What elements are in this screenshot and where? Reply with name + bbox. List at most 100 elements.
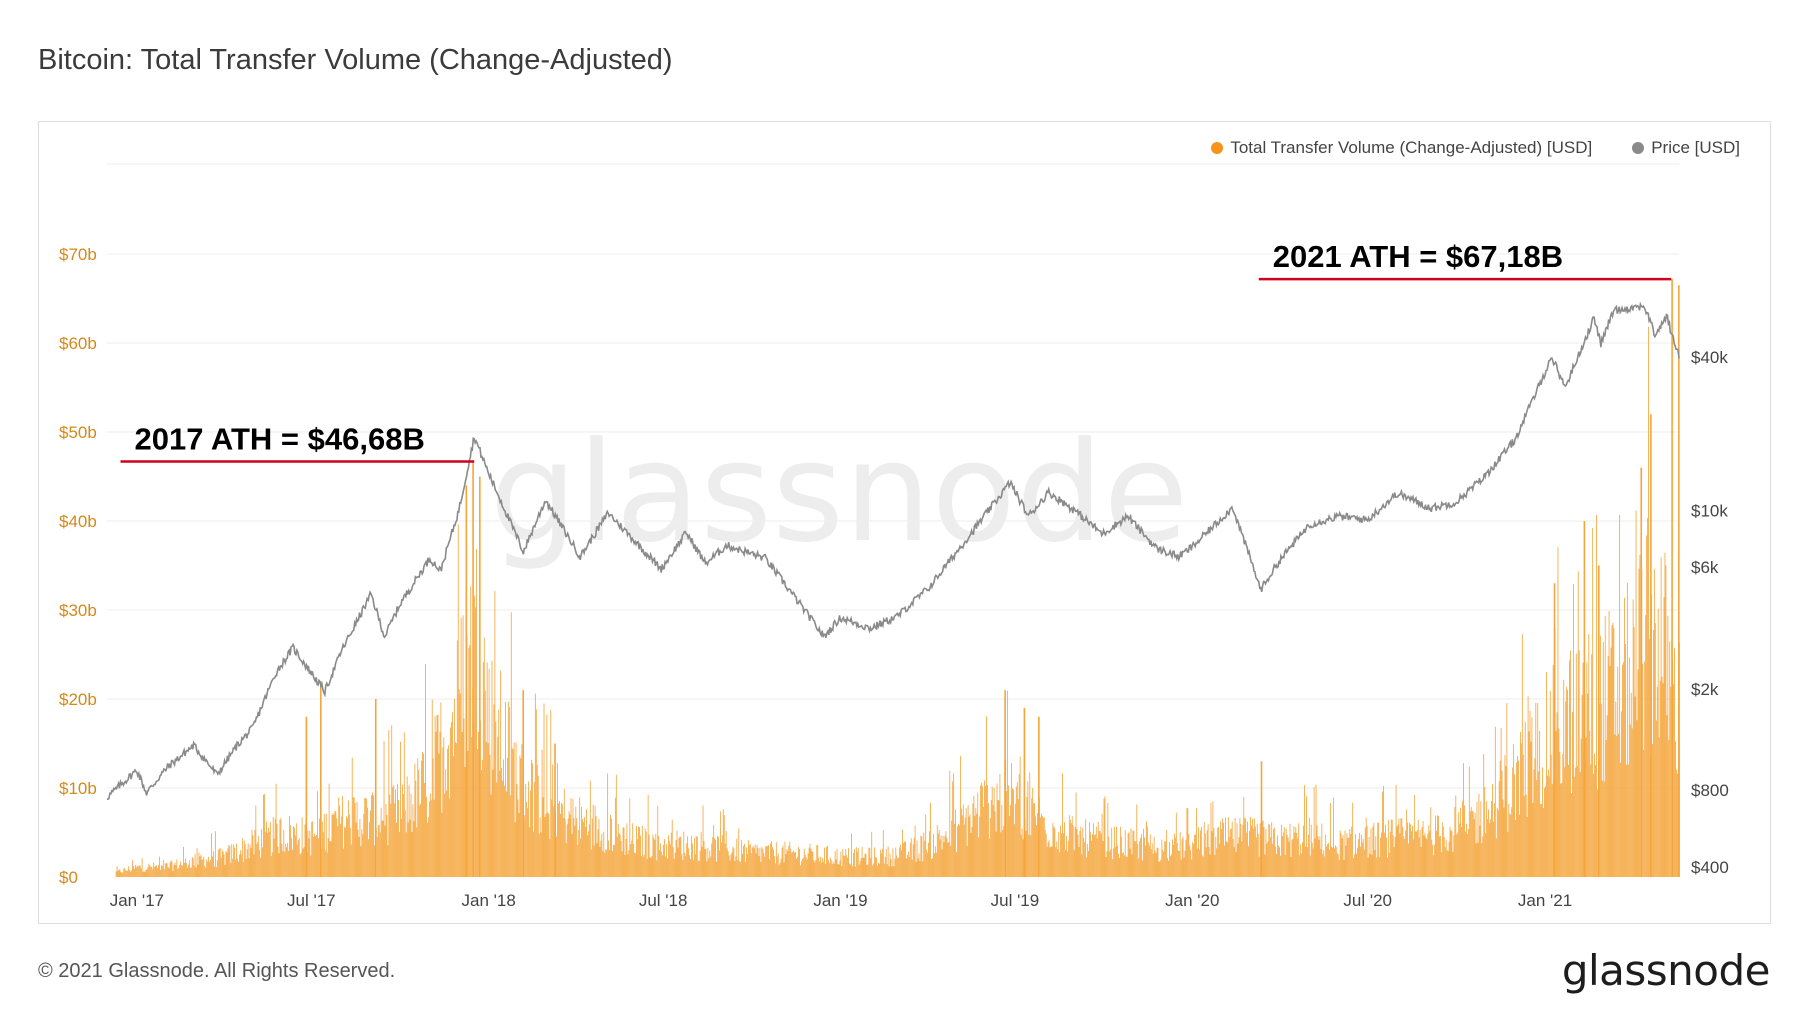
volume-bar (723, 815, 725, 877)
volume-bar (675, 840, 677, 877)
volume-bar (1359, 846, 1361, 877)
volume-bar (545, 813, 547, 877)
volume-bar (879, 849, 881, 877)
volume-bar (704, 849, 706, 877)
volume-bar (1673, 684, 1675, 877)
volume-bar (1084, 842, 1086, 877)
volume-bar (827, 859, 829, 877)
volume-bar (1172, 839, 1173, 877)
volume-bar (1354, 854, 1356, 877)
volume-bar (1242, 824, 1244, 877)
volume-bar (1409, 822, 1410, 877)
volume-bar (637, 839, 638, 877)
volume-bar (585, 826, 586, 877)
volume-bar (299, 854, 301, 877)
volume-bar (506, 791, 507, 877)
volume-bar (1530, 741, 1532, 877)
volume-bar (378, 824, 380, 877)
volume-bar (512, 749, 514, 877)
volume-bar (1164, 841, 1166, 877)
volume-bar (1586, 662, 1588, 877)
volume-bar (1056, 841, 1058, 877)
volume-bar (837, 864, 839, 877)
volume-bar (1594, 753, 1595, 877)
volume-bar (973, 795, 975, 877)
volume-bar (969, 814, 971, 877)
volume-bar (1352, 802, 1354, 877)
volume-bar (782, 845, 784, 877)
volume-bar (373, 795, 374, 877)
volume-bar (519, 755, 521, 877)
volume-bar (1527, 696, 1529, 877)
volume-bar (1552, 665, 1554, 877)
volume-bar (1379, 856, 1381, 877)
volume-bar (137, 866, 139, 877)
volume-bar (248, 858, 250, 877)
volume-bar (362, 834, 364, 877)
volume-bar (1658, 737, 1660, 877)
legend-item-volume[interactable]: Total Transfer Volume (Change-Adjusted) … (1211, 138, 1592, 158)
volume-bar (952, 781, 954, 877)
volume-bar (1013, 789, 1014, 877)
volume-bar (1131, 854, 1133, 877)
volume-bar (866, 864, 868, 877)
volume-bar (618, 833, 620, 877)
volume-bar (939, 839, 941, 877)
volume-bar (234, 847, 236, 877)
volume-bar (1449, 826, 1451, 877)
volume-bar (131, 870, 132, 877)
watermark-text: glassnode (490, 412, 1189, 573)
volume-bar (765, 846, 767, 877)
left-axis-tick-label: $20b (59, 690, 97, 709)
volume-bar (270, 856, 272, 877)
volume-bar (1582, 662, 1584, 877)
volume-bar (693, 860, 694, 877)
volume-bar (1502, 799, 1504, 877)
volume-bar (425, 664, 426, 877)
volume-bar (811, 851, 813, 877)
volume-bar (432, 758, 434, 877)
volume-bar (1059, 852, 1061, 877)
volume-bar (912, 844, 914, 877)
volume-bar (1442, 826, 1444, 877)
volume-bar (1470, 806, 1472, 877)
legend-item-price[interactable]: Price [USD] (1632, 138, 1740, 158)
volume-bar (224, 865, 226, 877)
volume-bar (1148, 845, 1150, 877)
volume-bar (648, 834, 650, 877)
volume-bar (1459, 823, 1461, 877)
volume-bar (183, 846, 184, 877)
volume-bar (530, 790, 531, 877)
volume-bar (347, 800, 349, 877)
volume-bar (1438, 815, 1439, 877)
volume-bar (1351, 826, 1353, 877)
legend-dot-volume-icon (1211, 142, 1224, 154)
volume-bar (655, 833, 657, 877)
volume-bar (481, 760, 483, 877)
volume-bar (1008, 785, 1009, 877)
volume-bar (746, 854, 748, 877)
volume-bar (789, 841, 791, 877)
glassnode-logo[interactable]: glassnode (1561, 946, 1771, 995)
volume-bar (806, 859, 808, 877)
volume-bar (363, 814, 365, 877)
volume-bar (1486, 801, 1488, 877)
volume-bar (1285, 828, 1287, 877)
volume-bar (390, 803, 392, 877)
volume-bar (1016, 782, 1018, 877)
volume-bar (692, 843, 693, 877)
volume-bar (619, 834, 621, 877)
volume-bar (456, 640, 458, 877)
volume-bar (138, 865, 140, 877)
volume-bar (1226, 841, 1227, 877)
volume-bar (828, 863, 830, 877)
volume-bar (292, 849, 293, 877)
volume-bar (1531, 717, 1533, 877)
volume-bar (1116, 826, 1117, 877)
volume-bar (184, 862, 185, 877)
volume-bar (1519, 731, 1521, 877)
volume-bar (578, 830, 580, 877)
volume-bar (321, 821, 323, 877)
legend-label-volume: Total Transfer Volume (Change-Adjusted) … (1230, 138, 1593, 157)
volume-bar (981, 782, 983, 877)
